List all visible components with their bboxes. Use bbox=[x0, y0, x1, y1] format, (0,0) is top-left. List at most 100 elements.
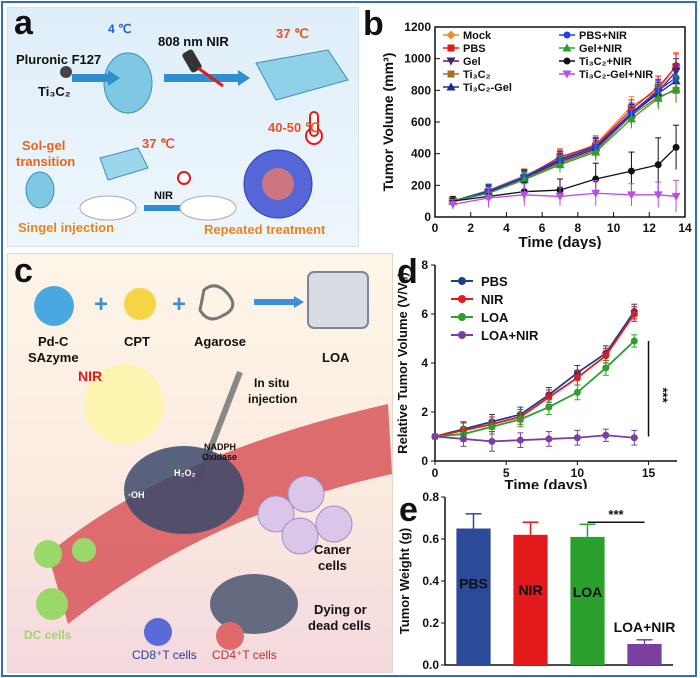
data-point bbox=[545, 435, 553, 443]
legend-label: Ti₃C₂-Gel bbox=[463, 82, 512, 94]
data-point bbox=[630, 337, 638, 345]
label-cd8: CD8⁺T cells bbox=[132, 648, 197, 662]
legend-marker bbox=[446, 82, 456, 91]
loa-gel-cube bbox=[307, 271, 369, 329]
dc-cell bbox=[34, 540, 62, 568]
legend-marker bbox=[458, 313, 466, 321]
data-point bbox=[519, 175, 529, 184]
chart-d-svg: d 0 2 4 6 8 0 5 10 15 Time (days) Relative Tumor Vo… bbox=[395, 253, 677, 489]
data-point bbox=[573, 374, 581, 382]
y-tick-label: 0.0 bbox=[422, 658, 439, 672]
panel-c-label: c bbox=[14, 253, 33, 290]
label-dc-cells: DC cells bbox=[24, 628, 72, 642]
data-point bbox=[516, 436, 524, 444]
mouse-2 bbox=[179, 195, 237, 221]
bar bbox=[456, 528, 491, 665]
significance-label: *** bbox=[608, 507, 624, 522]
ti3c2-flake bbox=[60, 66, 72, 78]
legend-marker bbox=[562, 43, 572, 52]
data-point bbox=[573, 434, 581, 442]
label-nir-c: NIR bbox=[78, 368, 103, 384]
bar bbox=[513, 534, 548, 665]
data-point bbox=[591, 147, 601, 156]
legend-label: Ti₃C₂+NIR bbox=[579, 56, 632, 68]
x-tick-label: 4 bbox=[503, 221, 510, 235]
data-point bbox=[488, 437, 496, 445]
x-tick-label: 12 bbox=[643, 221, 657, 235]
chart-e-svg: e 0.0 0.2 0.4 0.6 0.8 Tumor Weight (g) PBS NIR LO… bbox=[397, 491, 676, 672]
panel-b-label: b bbox=[363, 5, 384, 43]
bar-label: LOA+NIR bbox=[614, 619, 676, 635]
label-caner-cells-2: cells bbox=[318, 558, 347, 573]
series-line bbox=[452, 70, 677, 202]
data-point bbox=[573, 388, 581, 396]
label-4c: 4 ℃ bbox=[108, 22, 132, 36]
svg-text:+: + bbox=[94, 291, 108, 318]
series-line bbox=[434, 434, 635, 443]
data-point bbox=[671, 192, 681, 201]
legend-marker bbox=[458, 295, 466, 303]
gel-drop-cold bbox=[103, 52, 153, 114]
series-line bbox=[452, 88, 677, 202]
data-point bbox=[627, 167, 635, 175]
chart-b-svg: b 0 200 400 600 800 1000 1200 0 2 4 6 8 10 12 14 Time (d… bbox=[363, 5, 692, 249]
label-cd4: CD4⁺T cells bbox=[212, 648, 277, 662]
data-point bbox=[630, 310, 638, 318]
series-line bbox=[434, 313, 636, 438]
legend-label: Ti₃C₂-Gel+NIR bbox=[579, 69, 653, 81]
series-line bbox=[452, 192, 677, 205]
legend-marker bbox=[446, 57, 456, 66]
legend-label: Gel bbox=[463, 56, 481, 68]
label-pdc: Pd-C bbox=[38, 334, 69, 349]
cpt-cluster bbox=[124, 288, 156, 320]
legend-label: NIR bbox=[481, 292, 504, 307]
legend-marker bbox=[563, 31, 571, 39]
y-tick-label: 400 bbox=[411, 147, 431, 161]
y-axis-title: Tumor Weight (g) bbox=[397, 528, 412, 634]
legend-marker bbox=[562, 70, 572, 79]
label-h2o2: H₂O₂ bbox=[174, 468, 196, 478]
data-point bbox=[519, 191, 529, 200]
nir-glow bbox=[84, 364, 164, 444]
panel-a-drawing bbox=[25, 49, 349, 221]
data-point bbox=[484, 194, 494, 203]
bar bbox=[570, 536, 605, 665]
bar-label: PBS bbox=[459, 576, 488, 592]
data-point bbox=[459, 435, 467, 443]
label-ti3c2: Ti₃C₂ bbox=[38, 84, 71, 99]
data-point bbox=[653, 93, 663, 102]
data-point bbox=[545, 403, 553, 411]
panel-d-chart: d 0 2 4 6 8 0 5 10 15 Time (days) Relative Tumor Vo… bbox=[393, 253, 693, 489]
x-axis-title: Time (days) bbox=[518, 234, 601, 249]
panel-a-illustration: a 4 ℃ 808 nm NIR 37 ℃ Pluronic F12 bbox=[7, 7, 359, 247]
y-tick-label: 1000 bbox=[404, 52, 431, 66]
label-dying-2: dead cells bbox=[308, 618, 371, 633]
x-tick-label: 5 bbox=[503, 466, 510, 480]
series-line bbox=[452, 77, 677, 202]
legend-label: Ti₃C₂ bbox=[463, 69, 491, 81]
data-point bbox=[602, 431, 610, 439]
legend-label: LOA+NIR bbox=[481, 328, 539, 343]
data-point bbox=[545, 393, 553, 401]
panel-b-chart: b 0 200 400 600 800 1000 1200 0 2 4 6 8 10 12 14 Time (d… bbox=[359, 3, 695, 249]
x-tick-label: 10 bbox=[607, 221, 621, 235]
data-point bbox=[654, 161, 662, 169]
panel-c-illustration: c + + Pd-C SAzyme CPT bbox=[7, 253, 393, 673]
series-line bbox=[434, 340, 635, 438]
y-tick-label: 0.4 bbox=[422, 574, 439, 588]
x-tick-label: 14 bbox=[678, 221, 692, 235]
gel-piece bbox=[99, 147, 149, 181]
legend-label: PBS bbox=[463, 43, 486, 55]
legend-label: PBS+NIR bbox=[579, 30, 627, 42]
y-tick-label: 6 bbox=[421, 307, 428, 321]
y-tick-label: 0 bbox=[421, 454, 428, 468]
y-tick-label: 200 bbox=[411, 178, 431, 192]
series-line bbox=[434, 311, 636, 438]
y-axis-title: Relative Tumor Volume (V/V₀) bbox=[395, 272, 410, 454]
data-point bbox=[653, 191, 663, 200]
x-tick-label: 2 bbox=[467, 221, 474, 235]
data-point bbox=[672, 143, 680, 151]
y-tick-label: 8 bbox=[421, 258, 428, 272]
data-point bbox=[555, 192, 565, 201]
